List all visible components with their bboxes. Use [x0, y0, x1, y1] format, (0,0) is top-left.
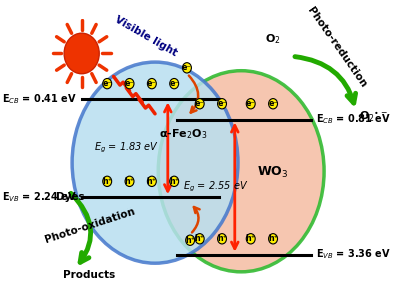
Text: h⁺: h⁺: [246, 234, 256, 243]
Text: E$_{CB}$ = 0.81 eV: E$_{CB}$ = 0.81 eV: [316, 113, 391, 126]
Ellipse shape: [217, 99, 227, 109]
Text: e⁻: e⁻: [246, 99, 256, 108]
Ellipse shape: [246, 99, 255, 109]
Text: E$_g$ = 2.55 eV: E$_g$ = 2.55 eV: [183, 180, 248, 194]
Text: O$_2$$^{\bullet-}$: O$_2$$^{\bullet-}$: [359, 110, 388, 124]
Text: α-Fe$_2$O$_3$: α-Fe$_2$O$_3$: [160, 127, 208, 141]
Text: E$_{VB}$ = 2.24 eV: E$_{VB}$ = 2.24 eV: [2, 190, 77, 204]
Ellipse shape: [246, 234, 255, 244]
Ellipse shape: [147, 79, 156, 89]
Text: e⁻: e⁻: [268, 99, 278, 108]
Ellipse shape: [182, 63, 191, 73]
Text: h⁺: h⁺: [147, 177, 157, 186]
Ellipse shape: [158, 71, 324, 272]
Text: Visible light: Visible light: [113, 14, 178, 58]
Ellipse shape: [195, 99, 204, 109]
Text: E$_{CB}$ = 0.41 eV: E$_{CB}$ = 0.41 eV: [2, 92, 77, 106]
Text: e⁻: e⁻: [169, 79, 179, 88]
Text: h⁺: h⁺: [195, 234, 205, 243]
Text: WO$_3$: WO$_3$: [257, 165, 289, 180]
Text: Products: Products: [63, 270, 115, 280]
Text: Dyes: Dyes: [56, 192, 85, 202]
Text: h⁺: h⁺: [268, 234, 278, 243]
Ellipse shape: [147, 176, 156, 186]
Ellipse shape: [103, 79, 112, 89]
Text: h⁺: h⁺: [125, 177, 135, 186]
Ellipse shape: [125, 176, 134, 186]
Text: e⁻: e⁻: [195, 99, 204, 108]
Ellipse shape: [170, 79, 178, 89]
Text: h⁺: h⁺: [102, 177, 112, 186]
Ellipse shape: [269, 99, 277, 109]
Text: E$_g$ = 1.83 eV: E$_g$ = 1.83 eV: [94, 141, 159, 155]
Text: h⁺: h⁺: [217, 234, 227, 243]
Text: Photo-oxidation: Photo-oxidation: [43, 207, 136, 245]
Ellipse shape: [217, 234, 227, 244]
Ellipse shape: [103, 176, 112, 186]
Ellipse shape: [72, 62, 238, 263]
Text: O$_2$: O$_2$: [265, 32, 281, 46]
Text: Photo-reduction: Photo-reduction: [305, 6, 368, 90]
Ellipse shape: [125, 79, 134, 89]
Text: h⁺: h⁺: [169, 177, 179, 186]
Text: e⁻: e⁻: [147, 79, 157, 88]
Text: e⁻: e⁻: [182, 63, 192, 72]
Text: e⁻: e⁻: [125, 79, 134, 88]
Text: e⁻: e⁻: [217, 99, 227, 108]
Ellipse shape: [170, 176, 178, 186]
Text: e⁻: e⁻: [102, 79, 112, 88]
Ellipse shape: [269, 234, 277, 244]
Text: E$_{VB}$ = 3.36 eV: E$_{VB}$ = 3.36 eV: [316, 248, 391, 262]
Ellipse shape: [64, 33, 99, 74]
Ellipse shape: [195, 234, 204, 244]
Ellipse shape: [186, 235, 195, 245]
Text: h⁺: h⁺: [185, 236, 195, 245]
